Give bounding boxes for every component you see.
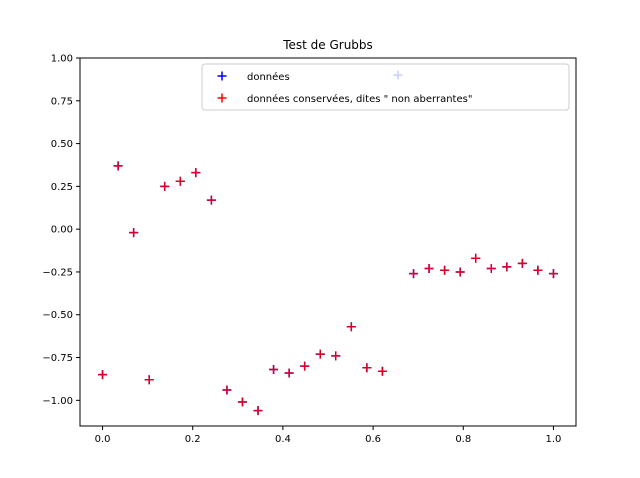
series-layer [98, 70, 558, 416]
y-tick-label: −0.75 [42, 353, 73, 364]
x-tick-label: 0.4 [275, 434, 291, 445]
data-point [129, 228, 139, 238]
x-tick-label: 0.2 [185, 434, 201, 445]
data-point [502, 262, 512, 272]
legend-marker [217, 71, 227, 81]
chart-title: Test de Grubbs [282, 38, 373, 52]
data-point [315, 349, 325, 359]
legend-marker [217, 93, 227, 103]
data-point [548, 269, 558, 279]
y-tick-label: −0.50 [42, 310, 73, 321]
data-point [284, 368, 294, 378]
data-point [346, 322, 356, 332]
data-point [331, 351, 341, 361]
data-point [486, 264, 496, 274]
x-tick-label: 0.8 [455, 434, 471, 445]
legend-label: données [247, 71, 290, 83]
data-point [222, 385, 232, 395]
x-axis: 0.0 0.2 0.4 0.6 0.8 1.0 [95, 426, 562, 445]
data-point [160, 181, 170, 191]
y-tick-label: −1.00 [42, 396, 73, 407]
data-point [362, 363, 372, 373]
data-point [269, 365, 279, 375]
series-donnees-conservees [98, 161, 558, 416]
data-point [175, 176, 185, 186]
data-point [113, 161, 123, 171]
x-tick-label: 0.6 [365, 434, 381, 445]
y-axis: 1.00 0.75 0.50 0.25 0.00 −0.25 −0.50 −0.75 −1.00 [42, 54, 80, 407]
x-tick-label: 0.0 [95, 434, 111, 445]
legend-box [201, 63, 570, 111]
data-point [300, 361, 310, 371]
plot-frame [79, 57, 577, 427]
x-tick-label: 1.0 [546, 434, 562, 445]
data-point [440, 265, 450, 275]
data-point [517, 258, 527, 268]
y-tick-label: 0.25 [51, 182, 73, 193]
y-tick-label: −0.25 [42, 267, 73, 278]
y-tick-label: 0.75 [51, 96, 73, 107]
legend: données données conservées, dites " non a… [201, 63, 570, 111]
y-tick-label: 1.00 [51, 54, 73, 65]
data-point [191, 168, 201, 178]
data-point [424, 264, 434, 274]
y-tick-label: 0.50 [51, 139, 73, 150]
data-point [455, 267, 465, 277]
data-point [409, 269, 419, 279]
legend-label: données conservées, dites " non aberrant… [247, 93, 472, 105]
data-point [377, 366, 387, 376]
data-point [98, 370, 108, 380]
data-point [253, 406, 263, 416]
data-point [237, 397, 247, 407]
data-point [471, 253, 481, 263]
data-point [144, 375, 154, 385]
data-point [206, 195, 216, 205]
y-tick-label: 0.00 [51, 225, 73, 236]
data-point [533, 265, 543, 275]
